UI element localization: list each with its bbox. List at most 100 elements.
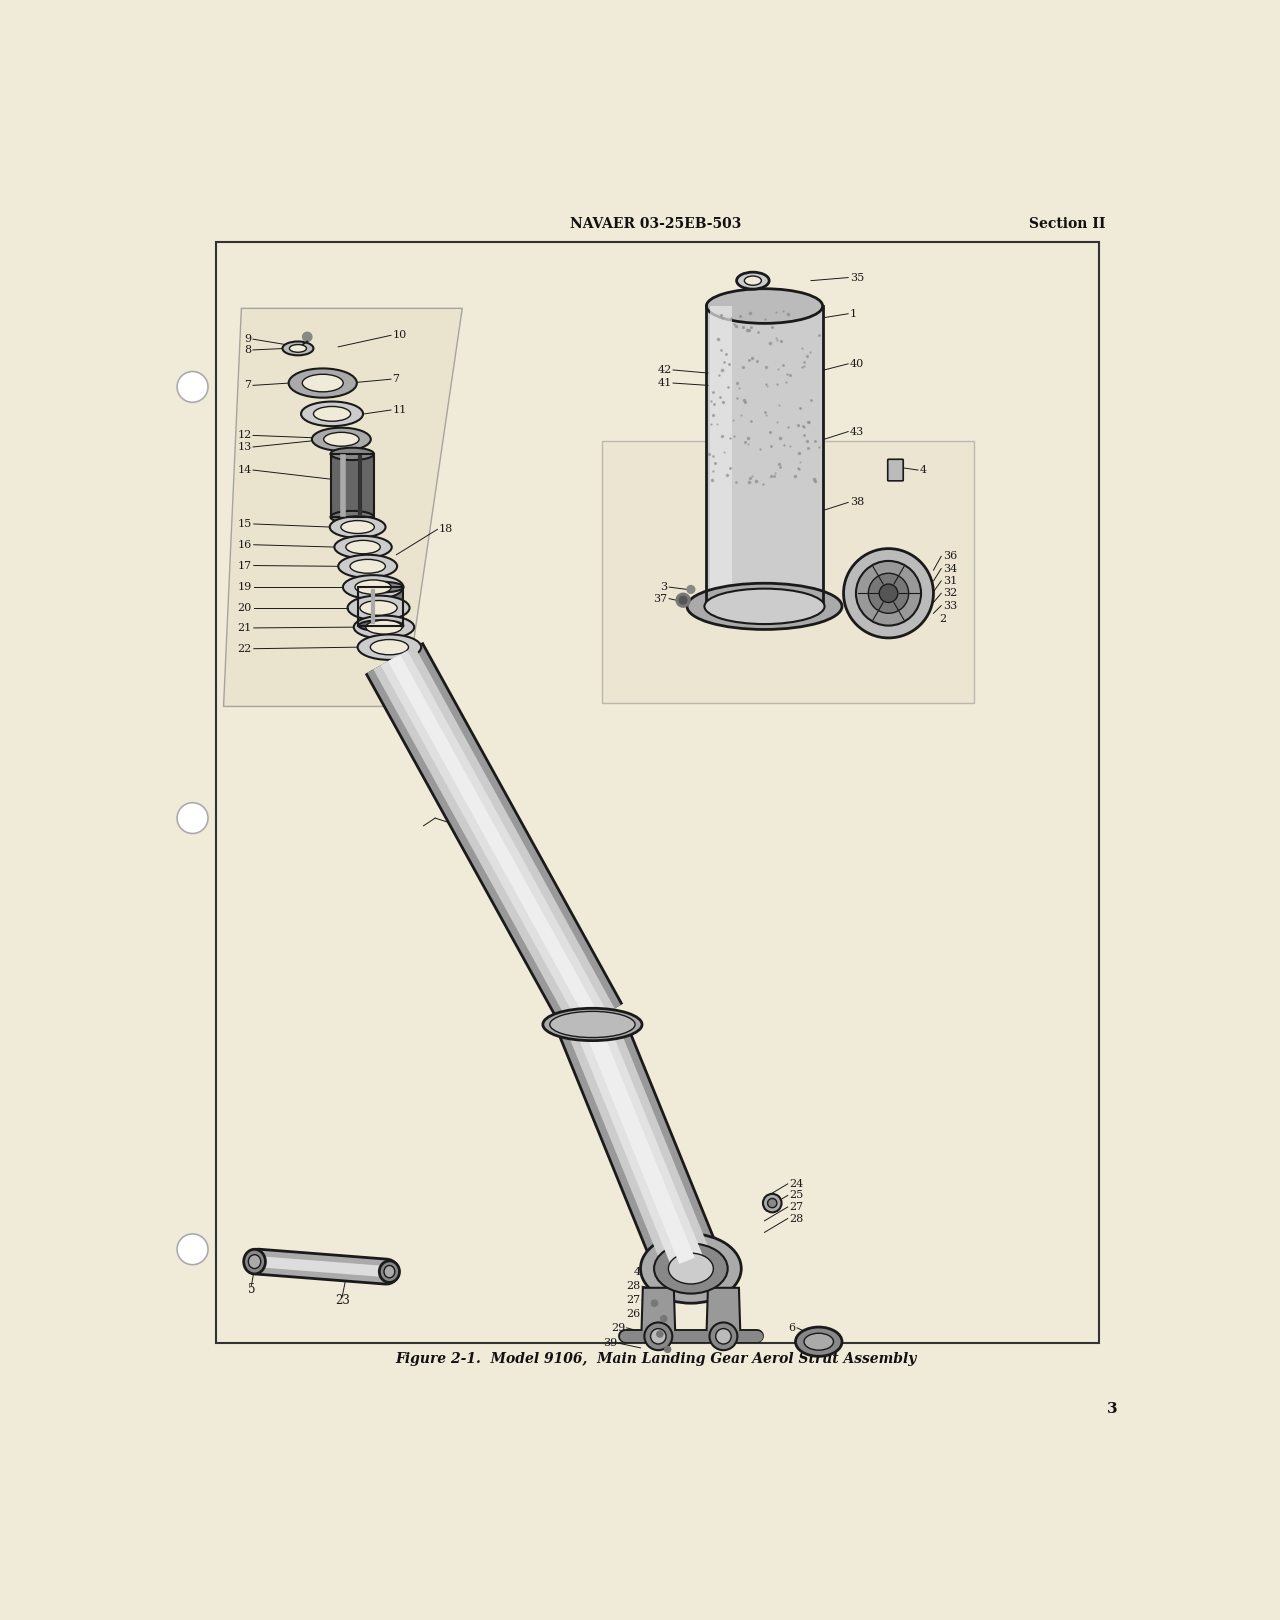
Polygon shape bbox=[641, 1288, 676, 1338]
Ellipse shape bbox=[550, 1011, 635, 1037]
Circle shape bbox=[879, 585, 897, 603]
Ellipse shape bbox=[384, 1265, 394, 1278]
Text: Figure 2-1.  Model 9106,  Main Landing Gear Aerol Strut Assembly: Figure 2-1. Model 9106, Main Landing Gea… bbox=[396, 1351, 916, 1366]
Text: 23: 23 bbox=[334, 1294, 349, 1307]
Text: 6: 6 bbox=[788, 1324, 795, 1333]
Ellipse shape bbox=[324, 433, 358, 446]
Text: 19: 19 bbox=[237, 582, 251, 591]
Text: 5: 5 bbox=[248, 1283, 255, 1296]
Ellipse shape bbox=[687, 583, 842, 630]
Circle shape bbox=[302, 332, 312, 342]
FancyBboxPatch shape bbox=[888, 460, 904, 481]
Text: 31: 31 bbox=[943, 577, 957, 586]
Ellipse shape bbox=[312, 428, 371, 450]
Text: 4: 4 bbox=[919, 465, 927, 475]
Circle shape bbox=[664, 1346, 671, 1353]
Ellipse shape bbox=[330, 510, 374, 523]
Text: 33: 33 bbox=[943, 601, 957, 611]
Text: NAVAER 03-25EB-503: NAVAER 03-25EB-503 bbox=[571, 217, 741, 230]
Bar bbox=[710, 306, 732, 606]
Circle shape bbox=[709, 1322, 737, 1349]
Ellipse shape bbox=[795, 1327, 842, 1356]
Circle shape bbox=[763, 1194, 782, 1212]
Circle shape bbox=[177, 1234, 209, 1265]
Ellipse shape bbox=[360, 601, 397, 616]
Text: 39: 39 bbox=[603, 1338, 617, 1348]
Ellipse shape bbox=[353, 616, 415, 638]
Circle shape bbox=[644, 1322, 672, 1349]
Circle shape bbox=[716, 1328, 731, 1345]
Text: 15: 15 bbox=[237, 518, 251, 530]
Bar bbox=[216, 241, 1100, 1343]
Circle shape bbox=[680, 596, 687, 604]
Ellipse shape bbox=[248, 1254, 261, 1268]
Text: 8: 8 bbox=[244, 345, 251, 355]
Ellipse shape bbox=[340, 520, 374, 533]
Bar bbox=[707, 306, 823, 606]
Text: 25: 25 bbox=[790, 1191, 804, 1200]
Ellipse shape bbox=[358, 582, 403, 593]
Ellipse shape bbox=[745, 275, 762, 285]
Bar bbox=[358, 586, 403, 625]
Text: 36: 36 bbox=[943, 551, 957, 561]
Text: 9: 9 bbox=[244, 334, 251, 343]
Ellipse shape bbox=[343, 575, 403, 599]
Ellipse shape bbox=[804, 1333, 833, 1349]
Ellipse shape bbox=[736, 272, 769, 288]
Text: 30: 30 bbox=[461, 821, 475, 831]
Text: 35: 35 bbox=[850, 272, 864, 282]
Ellipse shape bbox=[543, 1008, 643, 1040]
Text: 27: 27 bbox=[626, 1294, 640, 1306]
Circle shape bbox=[660, 1315, 667, 1322]
Text: 34: 34 bbox=[943, 564, 957, 573]
Text: 40: 40 bbox=[850, 358, 864, 369]
Ellipse shape bbox=[289, 345, 306, 352]
Ellipse shape bbox=[338, 554, 397, 578]
Ellipse shape bbox=[346, 541, 380, 554]
Text: Section II: Section II bbox=[1029, 217, 1106, 230]
Bar bbox=[330, 454, 374, 517]
Ellipse shape bbox=[330, 517, 385, 538]
Text: 14: 14 bbox=[237, 465, 251, 475]
Circle shape bbox=[844, 549, 933, 638]
Text: 42: 42 bbox=[657, 364, 672, 374]
Circle shape bbox=[657, 1332, 663, 1336]
Text: 18: 18 bbox=[439, 525, 453, 535]
Ellipse shape bbox=[330, 447, 374, 460]
Bar bbox=[330, 454, 374, 517]
Ellipse shape bbox=[370, 640, 408, 654]
Text: 3: 3 bbox=[1106, 1403, 1117, 1416]
Text: 41: 41 bbox=[657, 377, 672, 389]
Text: 21: 21 bbox=[237, 624, 251, 633]
Ellipse shape bbox=[357, 635, 421, 659]
Ellipse shape bbox=[289, 368, 357, 397]
Text: 11: 11 bbox=[393, 405, 407, 415]
Text: 22: 22 bbox=[237, 643, 251, 654]
Ellipse shape bbox=[334, 536, 392, 559]
Ellipse shape bbox=[348, 596, 410, 620]
Ellipse shape bbox=[302, 374, 343, 392]
Text: 43: 43 bbox=[850, 426, 864, 436]
Circle shape bbox=[687, 585, 695, 593]
Text: 27: 27 bbox=[790, 1202, 804, 1212]
Ellipse shape bbox=[314, 407, 351, 421]
Polygon shape bbox=[602, 441, 974, 703]
Text: 29: 29 bbox=[611, 1324, 625, 1333]
Ellipse shape bbox=[243, 1249, 265, 1273]
Text: 26: 26 bbox=[626, 1309, 640, 1319]
Circle shape bbox=[868, 573, 909, 614]
Ellipse shape bbox=[668, 1254, 713, 1285]
Text: 3: 3 bbox=[660, 582, 668, 591]
Text: 28: 28 bbox=[790, 1213, 804, 1223]
Ellipse shape bbox=[366, 620, 402, 633]
Text: 13: 13 bbox=[237, 442, 251, 452]
Circle shape bbox=[768, 1199, 777, 1209]
Text: 7: 7 bbox=[393, 374, 399, 384]
Text: 38: 38 bbox=[850, 497, 864, 507]
Text: 4: 4 bbox=[634, 1267, 640, 1278]
Circle shape bbox=[177, 802, 209, 834]
Ellipse shape bbox=[379, 1260, 399, 1283]
Text: 20: 20 bbox=[237, 603, 251, 612]
Bar bbox=[358, 586, 403, 625]
Text: 37: 37 bbox=[654, 593, 668, 604]
